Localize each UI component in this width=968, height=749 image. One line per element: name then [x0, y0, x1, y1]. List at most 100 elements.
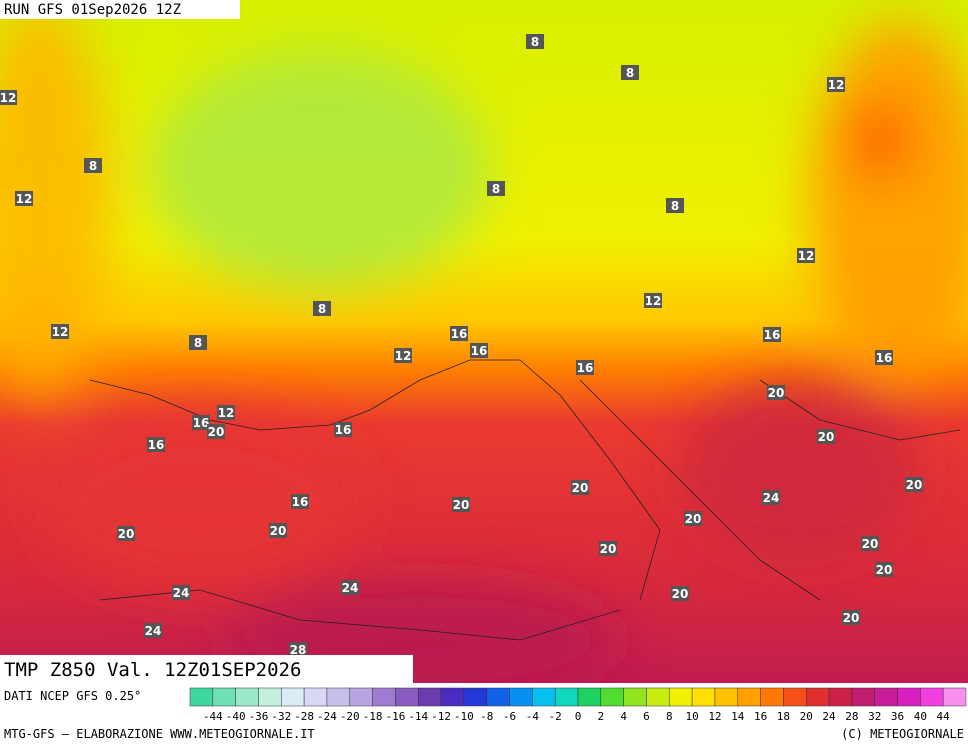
legend-swatch: [737, 687, 761, 707]
legend-swatch: [897, 687, 921, 707]
legend-tick-label: -18: [363, 710, 383, 723]
legend-swatch: [440, 687, 465, 707]
contour-label: 24: [763, 491, 780, 505]
legend-swatch: [258, 687, 282, 707]
legend-swatch: [600, 687, 624, 707]
legend-tick-label: 20: [800, 710, 813, 723]
legend-swatch: [714, 687, 739, 707]
contour-label-box: [172, 585, 190, 600]
contour-label: 20: [906, 478, 923, 492]
contour-label: 16: [577, 361, 594, 375]
contour-label: 12: [218, 406, 235, 420]
legend-swatch: [805, 687, 830, 707]
footer-left: MTG-GFS — ELABORAZIONE WWW.METEOGIORNALE…: [4, 727, 315, 741]
legend-tick-label: -12: [431, 710, 451, 723]
contour-label: 12: [645, 294, 662, 308]
contour-label: 20: [572, 481, 589, 495]
contour-label-box: [526, 34, 544, 49]
contour-label: 20: [672, 587, 689, 601]
title-box: [0, 655, 413, 683]
header-box: [0, 0, 240, 19]
legend-swatch: [760, 687, 784, 707]
contour-label-box: [875, 562, 893, 577]
legend-swatch: [554, 687, 579, 707]
contour-label-box: [452, 497, 470, 512]
legend-swatch: [851, 687, 875, 707]
contour-label: 8: [318, 302, 326, 316]
legend-tick-label: 6: [643, 710, 650, 723]
legend-tick-label: -8: [480, 710, 493, 723]
contour-label: 8: [194, 336, 202, 350]
contour-label: 12: [0, 91, 16, 105]
source: DATI NCEP GFS 0.25°: [4, 689, 141, 703]
legend-swatch: [577, 687, 602, 707]
legend-tick-label: -20: [340, 710, 360, 723]
contour-label-box: [0, 90, 17, 105]
contour-label-box: [51, 324, 69, 339]
contour-label-box: [621, 65, 639, 80]
legend-tick-label: -4: [526, 710, 540, 723]
contour-label: 12: [828, 78, 845, 92]
contour-label: 12: [52, 325, 69, 339]
legend-tick-label: 2: [598, 710, 605, 723]
contour-label: 20: [768, 386, 785, 400]
legend-tick-label: 0: [575, 710, 582, 723]
coastlines: [89, 359, 961, 641]
contour-label-box: [147, 437, 165, 452]
contour-label-box: [450, 326, 468, 341]
legend-tick-label: 10: [685, 710, 698, 723]
legend-swatch: [509, 687, 533, 707]
contour-label: 28: [290, 643, 307, 657]
legend-swatch: [417, 687, 442, 707]
legend-tick-label: -24: [317, 710, 337, 723]
contour-label-box: [767, 385, 785, 400]
contour-label: 8: [626, 66, 634, 80]
legend-swatch: [783, 687, 807, 707]
contour-label: 16: [471, 344, 488, 358]
legend-swatch: [920, 687, 944, 707]
legend-tick-label: -6: [503, 710, 516, 723]
contour-label: 24: [173, 586, 190, 600]
legend-tick-label: 8: [666, 710, 673, 723]
legend-swatch: [486, 687, 510, 707]
legend-swatch: [828, 687, 853, 707]
legend-tick-label: -14: [408, 710, 428, 723]
contour-label-box: [394, 348, 412, 363]
contour-label-box: [189, 335, 207, 350]
color-legend: -44 -40 -36 -32 -28 -24 -20 -18 -16 -14 -12 -10 -8 -6…: [189, 687, 967, 723]
legend-tick-label: -44: [203, 710, 223, 723]
contour-label-box: [192, 415, 210, 430]
contour-label: 20: [270, 524, 287, 538]
contour-label: 20: [862, 537, 879, 551]
contour-label-box: [269, 523, 287, 538]
contour-label-box: [797, 248, 815, 263]
legend-swatch: [395, 687, 419, 707]
contour-label-box: [666, 198, 684, 213]
contour-label: 20: [876, 563, 893, 577]
contour-label: 16: [193, 416, 210, 430]
legend-swatch: [463, 687, 487, 707]
contour-label: 20: [453, 498, 470, 512]
contour-label-box: [571, 480, 589, 495]
contour-label: 16: [292, 495, 309, 509]
legend-tick-label: 14: [731, 710, 745, 723]
legend-swatch: [669, 687, 693, 707]
contour-label-box: [84, 158, 102, 173]
contour-label-box: [576, 360, 594, 375]
legend-swatch: [874, 687, 898, 707]
legend-tick-label: 32: [868, 710, 881, 723]
legend-swatch: [281, 687, 305, 707]
legend-tick-label: 40: [914, 710, 927, 723]
contour-label-box: [671, 586, 689, 601]
contour-label-box: [684, 511, 702, 526]
contour-label: 16: [335, 423, 352, 437]
legend-swatch: [235, 687, 259, 707]
legend-tick-label: -10: [454, 710, 474, 723]
legend-swatch: [372, 687, 396, 707]
legend-tick-label: -2: [549, 710, 562, 723]
contour-label-box: [762, 490, 780, 505]
legend-swatch: [349, 687, 373, 707]
